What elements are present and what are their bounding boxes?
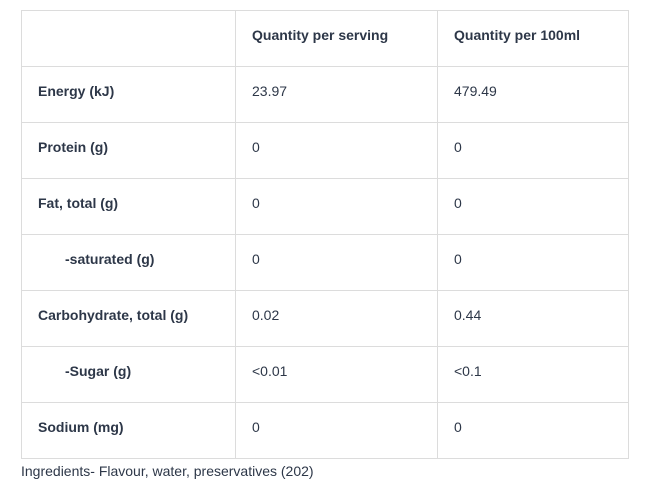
ingredients-text: Ingredients- Flavour, water, preservativ… bbox=[21, 463, 314, 479]
row-label: Protein (g) bbox=[21, 122, 236, 179]
row-value-per-serving: 0 bbox=[235, 122, 438, 179]
row-value-per-100ml: <0.1 bbox=[437, 346, 629, 403]
row-value-per-100ml: 0.44 bbox=[437, 290, 629, 347]
row-label: Energy (kJ) bbox=[21, 66, 236, 123]
row-label: Sodium (mg) bbox=[21, 402, 236, 459]
header-quantity-per-serving: Quantity per serving bbox=[235, 10, 438, 67]
row-value-per-100ml: 0 bbox=[437, 178, 629, 235]
row-value-per-100ml: 0 bbox=[437, 402, 629, 459]
row-label: -Sugar (g) bbox=[21, 346, 236, 403]
row-value-per-100ml: 0 bbox=[437, 122, 629, 179]
row-value-per-serving: 0.02 bbox=[235, 290, 438, 347]
row-label: Fat, total (g) bbox=[21, 178, 236, 235]
row-value-per-serving: 0 bbox=[235, 234, 438, 291]
row-value-per-serving: 0 bbox=[235, 402, 438, 459]
row-value-per-100ml: 0 bbox=[437, 234, 629, 291]
row-saturated: -saturated (g) 0 0 bbox=[21, 234, 629, 291]
header-spacer-cell bbox=[21, 10, 236, 67]
header-quantity-per-100ml: Quantity per 100ml bbox=[437, 10, 629, 67]
row-value-per-100ml: 479.49 bbox=[437, 66, 629, 123]
row-label: -saturated (g) bbox=[21, 234, 236, 291]
row-value-per-serving: 0 bbox=[235, 178, 438, 235]
row-protein: Protein (g) 0 0 bbox=[21, 122, 629, 179]
row-sugar: -Sugar (g) <0.01 <0.1 bbox=[21, 346, 629, 403]
table-header-row: Quantity per serving Quantity per 100ml bbox=[21, 10, 629, 67]
row-energy: Energy (kJ) 23.97 479.49 bbox=[21, 66, 629, 123]
row-fat-total: Fat, total (g) 0 0 bbox=[21, 178, 629, 235]
row-label: Carbohydrate, total (g) bbox=[21, 290, 236, 347]
nutrition-table: Quantity per serving Quantity per 100ml … bbox=[21, 10, 629, 459]
row-value-per-serving: <0.01 bbox=[235, 346, 438, 403]
row-value-per-serving: 23.97 bbox=[235, 66, 438, 123]
row-carbohydrate-total: Carbohydrate, total (g) 0.02 0.44 bbox=[21, 290, 629, 347]
row-sodium: Sodium (mg) 0 0 bbox=[21, 402, 629, 459]
